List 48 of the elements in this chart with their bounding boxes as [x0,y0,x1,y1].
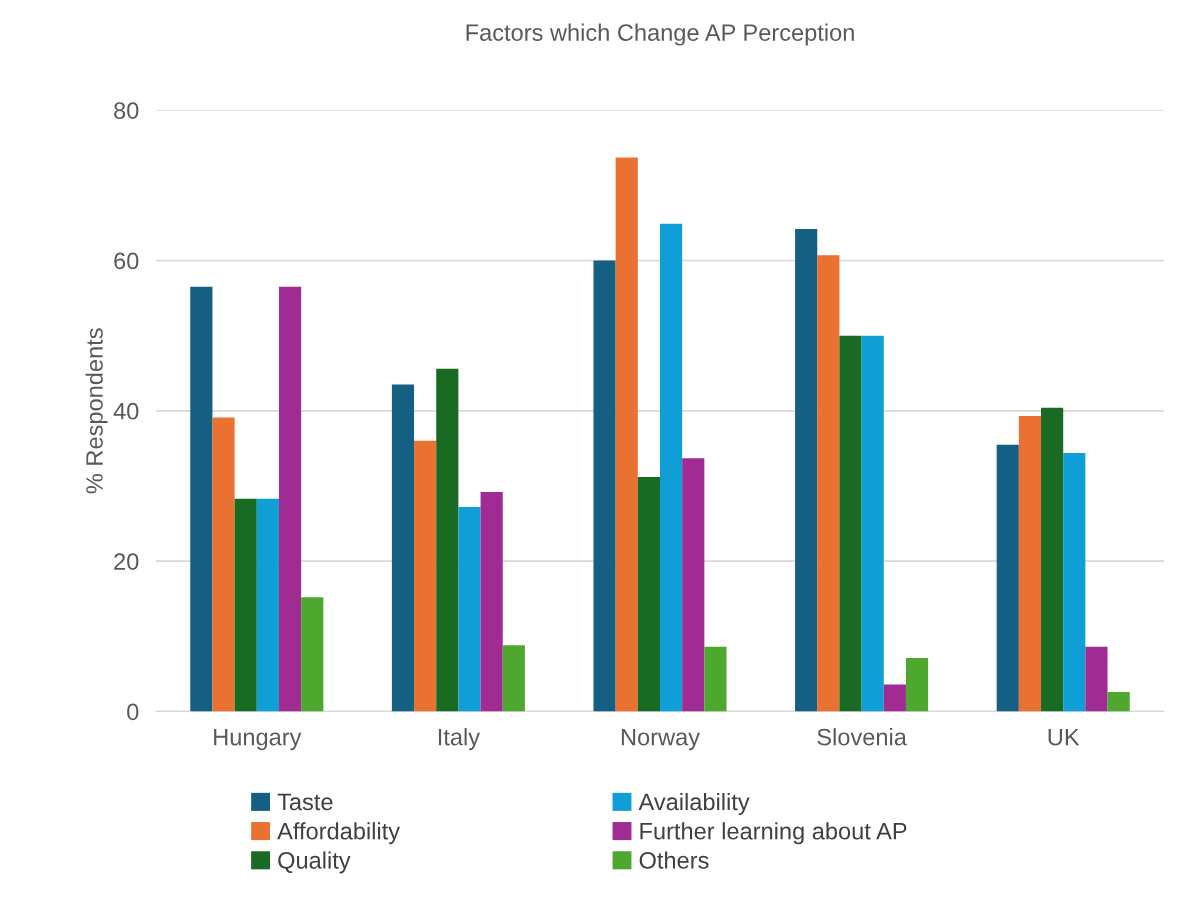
y-tick-label: 80 [114,102,139,119]
bar [795,228,818,712]
bar [883,684,906,712]
x-tick-label: Norway [621,728,700,751]
legend-label: Affordability [277,822,401,845]
bar [660,223,683,712]
bar [1085,646,1108,712]
bar [212,417,235,712]
x-tick-label: Slovenia [817,728,907,746]
bar [682,458,705,712]
bar [817,255,840,712]
legend-label: Others [639,851,709,869]
bar [1018,416,1042,712]
x-tick-label: Hungary [214,728,302,751]
bar [391,384,415,712]
bar [861,335,884,712]
legend-label: Availability [638,792,750,815]
x-tick-label: Italy [438,728,481,751]
y-tick-label: 20 [114,553,139,570]
bar [234,498,257,712]
legend-label: Quality [278,851,351,874]
bar [637,476,660,712]
y-tick-label: 40 [113,402,139,420]
bar [190,286,213,712]
bar [704,646,727,712]
bar [256,498,279,712]
bar [414,440,437,712]
bar [839,335,862,712]
bar [301,597,324,712]
bar [615,157,638,712]
bar [458,507,481,712]
bar [593,260,616,712]
bar [1107,691,1130,712]
bar [996,444,1019,712]
x-tick-label: UK [1048,728,1080,746]
y-axis-title: % Respondents [85,328,108,494]
y-tick-label: 0 [127,703,139,721]
bar [1041,407,1064,712]
y-tick-label: 60 [114,252,139,270]
legend-label: Further learning about AP [640,822,907,845]
chart-title: Factors which Change AP Perception [466,23,854,46]
bar [502,645,525,712]
bar [480,491,503,712]
bar [1063,452,1086,712]
bar [905,658,929,712]
bar [436,368,459,712]
bar [278,286,302,712]
legend-label: Taste [277,793,333,811]
